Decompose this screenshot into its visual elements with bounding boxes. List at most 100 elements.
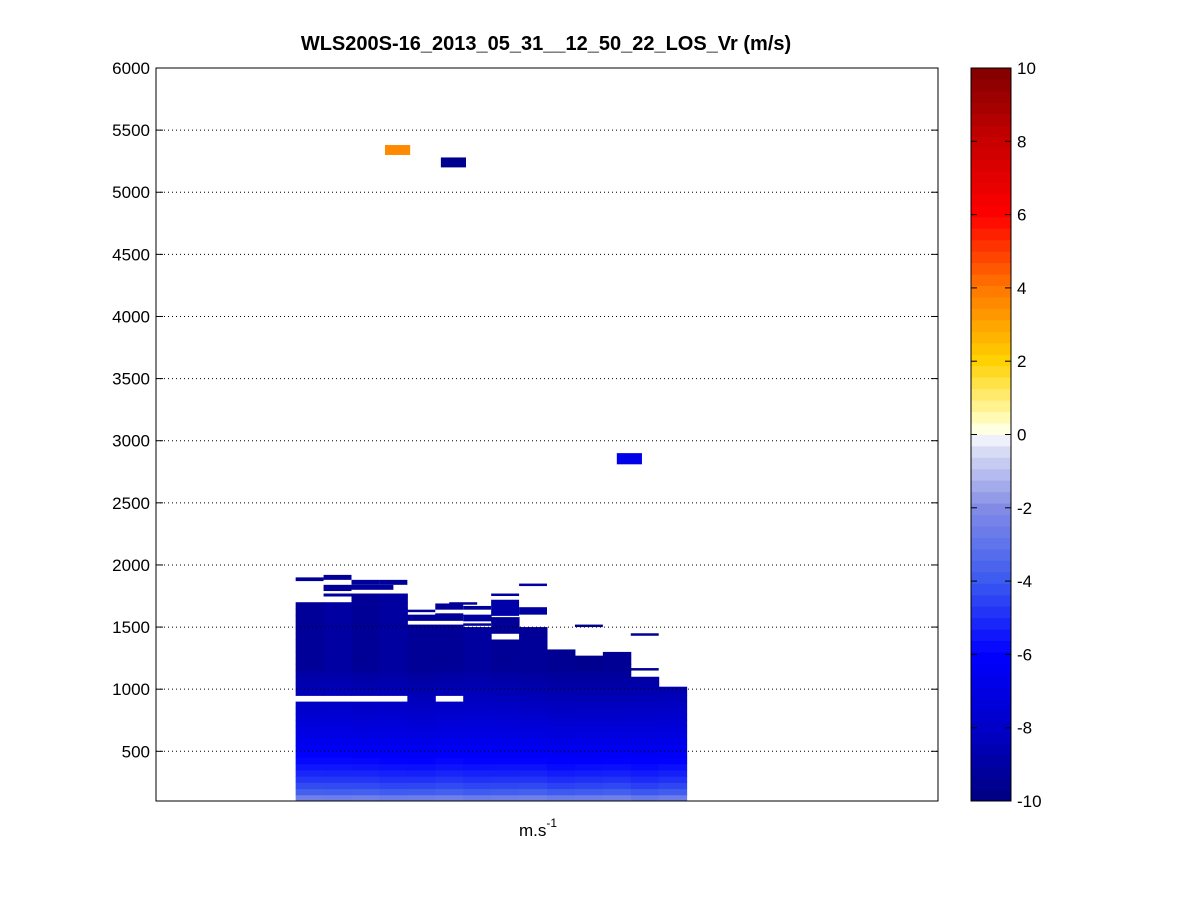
heatmap-cell xyxy=(407,751,436,759)
heatmap-cell xyxy=(463,738,492,746)
heatmap-cell xyxy=(602,676,632,684)
heatmap-cell xyxy=(574,707,604,715)
heatmap-cell xyxy=(630,732,660,740)
colorbar-segment xyxy=(971,503,1011,516)
colorbar-segment xyxy=(971,285,1011,298)
heatmap-cell xyxy=(630,726,660,734)
heatmap-cell xyxy=(295,732,325,740)
heatmap-cell xyxy=(323,682,352,690)
heatmap-cell xyxy=(379,701,408,709)
heatmap-cell xyxy=(379,670,408,678)
colorbar-segment xyxy=(971,652,1011,664)
heatmap-cell xyxy=(547,714,576,721)
heatmap-cell xyxy=(547,695,576,703)
heatmap-cell xyxy=(630,794,660,802)
heatmap-cell xyxy=(351,614,380,622)
heatmap-cell xyxy=(602,707,632,715)
heatmap-cell xyxy=(463,714,492,721)
heatmap-cell xyxy=(435,763,464,771)
heatmap-cell xyxy=(574,776,604,783)
heatmap-cell xyxy=(463,757,492,765)
colorbar-tick-label: 0 xyxy=(1017,426,1026,445)
heatmap-cell xyxy=(574,794,604,802)
heatmap-cell xyxy=(658,714,688,721)
heatmap-cell xyxy=(323,751,352,759)
heatmap-cell xyxy=(491,658,520,665)
heatmap-cell xyxy=(547,751,576,759)
heatmap-cell xyxy=(407,794,436,802)
heatmap-cell xyxy=(407,763,436,771)
heatmap-cell xyxy=(379,763,408,771)
heatmap-cell xyxy=(435,639,464,647)
heatmap-cell xyxy=(435,788,464,796)
heatmap-cell xyxy=(519,639,548,647)
heatmap-cell xyxy=(547,757,576,765)
colorbar-segment xyxy=(971,262,1011,275)
heatmap-cell xyxy=(407,776,436,783)
colorbar-segment xyxy=(971,526,1011,538)
heatmap-cell xyxy=(463,788,492,796)
heatmap-cell xyxy=(407,609,436,613)
heatmap-cell xyxy=(379,738,408,746)
heatmap-cell xyxy=(630,707,660,715)
heatmap-cell xyxy=(491,751,520,759)
heatmap-cell xyxy=(519,627,548,634)
heatmap-cell xyxy=(435,603,464,610)
heatmap-cell xyxy=(379,682,408,690)
heatmap-cell xyxy=(323,776,352,783)
heatmap-cell xyxy=(407,633,436,640)
heatmap-cell xyxy=(491,701,520,709)
heatmap-cell xyxy=(379,614,408,622)
colorbar-tick-label: -4 xyxy=(1017,572,1032,591)
heatmap-cell xyxy=(463,645,492,653)
colorbar-segment xyxy=(971,388,1011,401)
heatmap-cell xyxy=(407,745,436,752)
heatmap-cell xyxy=(463,676,492,684)
heatmap-cell xyxy=(602,664,632,672)
heatmap-cell xyxy=(351,579,380,585)
heatmap-cell xyxy=(323,726,352,734)
heatmap-cell xyxy=(491,695,520,703)
heatmap-cell xyxy=(351,769,380,777)
heatmap-cell xyxy=(630,738,660,746)
colorbar-segment xyxy=(971,743,1011,756)
heatmap-cell xyxy=(407,788,436,796)
heatmap-cell xyxy=(463,732,492,740)
heatmap-cell xyxy=(379,620,408,628)
heatmap-cell xyxy=(658,695,688,703)
heatmap-cell xyxy=(519,776,548,783)
heatmap-cell xyxy=(574,670,604,678)
heatmap-cell xyxy=(323,633,352,640)
heatmap-cell xyxy=(463,627,492,634)
heatmap-cell xyxy=(435,664,464,672)
heatmap-cell xyxy=(351,720,380,727)
heatmap-cell xyxy=(602,695,632,703)
heatmap-cell xyxy=(435,720,464,727)
heatmap-cell xyxy=(519,769,548,777)
heatmap-cell xyxy=(379,776,408,783)
heatmap-cell xyxy=(435,769,464,777)
heatmap-cell xyxy=(463,670,492,678)
colorbar-segment xyxy=(971,102,1011,115)
heatmap-cell xyxy=(491,745,520,752)
heatmap-cell xyxy=(379,720,408,727)
heatmap-cell xyxy=(435,794,464,802)
colorbar-segment xyxy=(971,445,1011,458)
y-tick-label: 1500 xyxy=(112,618,150,637)
heatmap-cell xyxy=(379,726,408,734)
heatmap-cell xyxy=(435,732,464,740)
heatmap-cell xyxy=(379,639,408,647)
colorbar-segment xyxy=(971,79,1011,92)
y-axis: 500 1000 1500 2000 2500 3000 3500 4000 4500 5000 5… xyxy=(112,59,938,761)
heatmap-cell xyxy=(379,596,408,603)
heatmap-cell xyxy=(295,757,325,765)
heatmap-cell xyxy=(351,651,380,659)
heatmap-cell xyxy=(407,614,464,621)
heatmap-cell xyxy=(295,763,325,771)
heatmap-cell xyxy=(295,751,325,759)
heatmap-cell xyxy=(351,602,380,609)
heatmap-cell xyxy=(295,602,325,609)
heatmap-cell xyxy=(351,633,380,640)
heatmap-cell xyxy=(379,794,408,802)
colorbar-tick-label: 10 xyxy=(1017,59,1036,78)
